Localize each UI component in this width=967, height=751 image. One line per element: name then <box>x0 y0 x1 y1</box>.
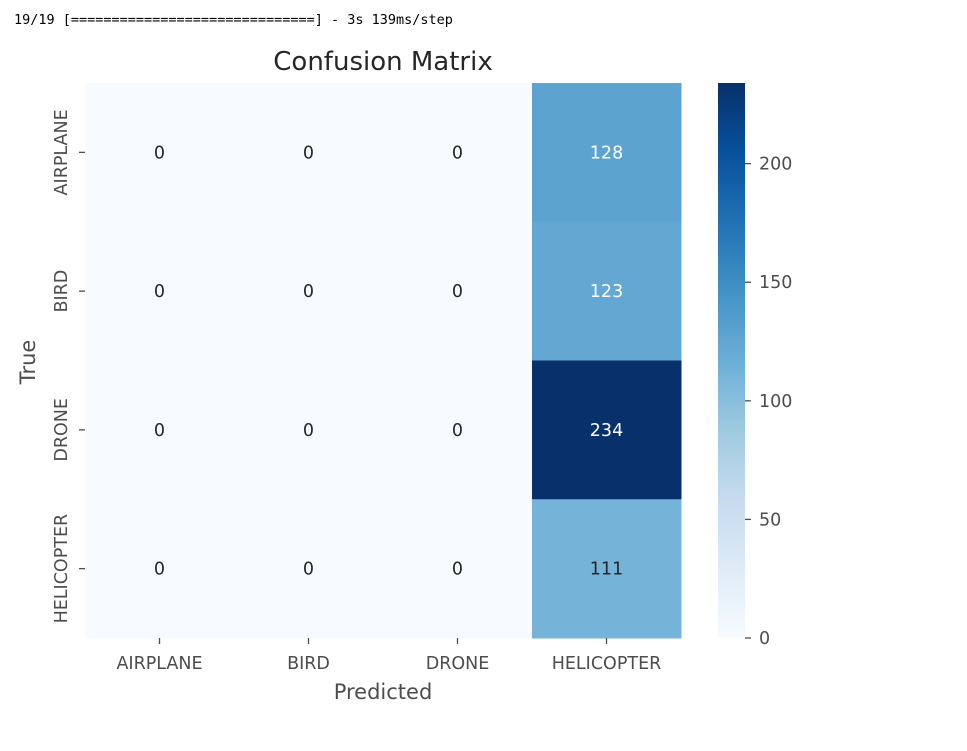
x-tick-label-1: BIRD <box>287 654 330 674</box>
heatmap-cell-3-3 <box>532 499 682 639</box>
console-progress-line: 19/19 [==============================] -… <box>14 12 453 28</box>
heatmap-cell-labels: 0 0 0 128 0 0 0 123 0 0 0 234 0 0 0 111 <box>154 143 623 579</box>
heatmap-cell-1-2 <box>383 221 533 361</box>
cell-value-2-2: 0 <box>452 421 463 441</box>
colorbar-tick-label-3: 150 <box>759 273 792 293</box>
y-tick-label-3: HELICOPTER <box>52 514 72 624</box>
cell-value-2-0: 0 <box>154 421 165 441</box>
heatmap-cell-3-2 <box>383 499 533 639</box>
x-axis-label: Predicted <box>334 680 433 704</box>
cell-value-0-1: 0 <box>303 143 314 163</box>
chart-title: Confusion Matrix <box>273 47 492 77</box>
heatmap-cell-1-0 <box>85 221 235 361</box>
heatmap-cell-0-1 <box>234 83 384 223</box>
colorbar-tick-label-1: 50 <box>759 510 781 530</box>
x-tick-label-0: AIRPLANE <box>116 654 202 674</box>
y-axis-ticks: AIRPLANE BIRD DRONE HELICOPTER <box>52 109 85 623</box>
heatmap-cell-1-1 <box>234 221 384 361</box>
cell-value-1-1: 0 <box>303 282 314 302</box>
heatmap-cell-0-2 <box>383 83 533 223</box>
cell-value-1-2: 0 <box>452 282 463 302</box>
cell-value-2-1: 0 <box>303 421 314 441</box>
x-tick-label-2: DRONE <box>426 654 490 674</box>
cell-value-1-0: 0 <box>154 282 165 302</box>
heatmap-cell-3-0 <box>85 499 235 639</box>
cell-value-0-3: 128 <box>590 143 623 163</box>
heatmap-cell-3-1 <box>234 499 384 639</box>
cell-value-0-2: 0 <box>452 143 463 163</box>
colorbar-ticks: 0 50 100 150 200 <box>745 155 792 649</box>
y-tick-label-1: BIRD <box>52 270 72 313</box>
colorbar <box>718 83 745 638</box>
cell-value-3-3: 111 <box>590 560 623 580</box>
heatmap-cells <box>85 83 682 639</box>
colorbar-tick-label-0: 0 <box>759 629 770 649</box>
heatmap-cell-2-3 <box>532 360 682 500</box>
heatmap-cell-2-2 <box>383 360 533 500</box>
cell-value-1-3: 123 <box>590 282 623 302</box>
x-axis-ticks: AIRPLANE BIRD DRONE HELICOPTER <box>116 638 661 674</box>
cell-value-3-0: 0 <box>154 560 165 580</box>
heatmap-cell-0-0 <box>85 83 235 223</box>
cell-value-0-0: 0 <box>154 143 165 163</box>
cell-value-3-2: 0 <box>452 560 463 580</box>
colorbar-tick-label-2: 100 <box>759 392 792 412</box>
y-tick-label-0: AIRPLANE <box>52 109 72 195</box>
cell-value-2-3: 234 <box>590 421 623 441</box>
heatmap-cell-1-3 <box>532 221 682 361</box>
cell-value-3-1: 0 <box>303 560 314 580</box>
heatmap-cell-2-1 <box>234 360 384 500</box>
x-tick-label-3: HELICOPTER <box>552 654 662 674</box>
heatmap-cell-0-3 <box>532 83 682 223</box>
heatmap-cell-2-0 <box>85 360 235 500</box>
y-tick-label-2: DRONE <box>52 398 72 462</box>
colorbar-tick-label-4: 200 <box>759 155 792 175</box>
y-axis-label: True <box>16 340 40 386</box>
